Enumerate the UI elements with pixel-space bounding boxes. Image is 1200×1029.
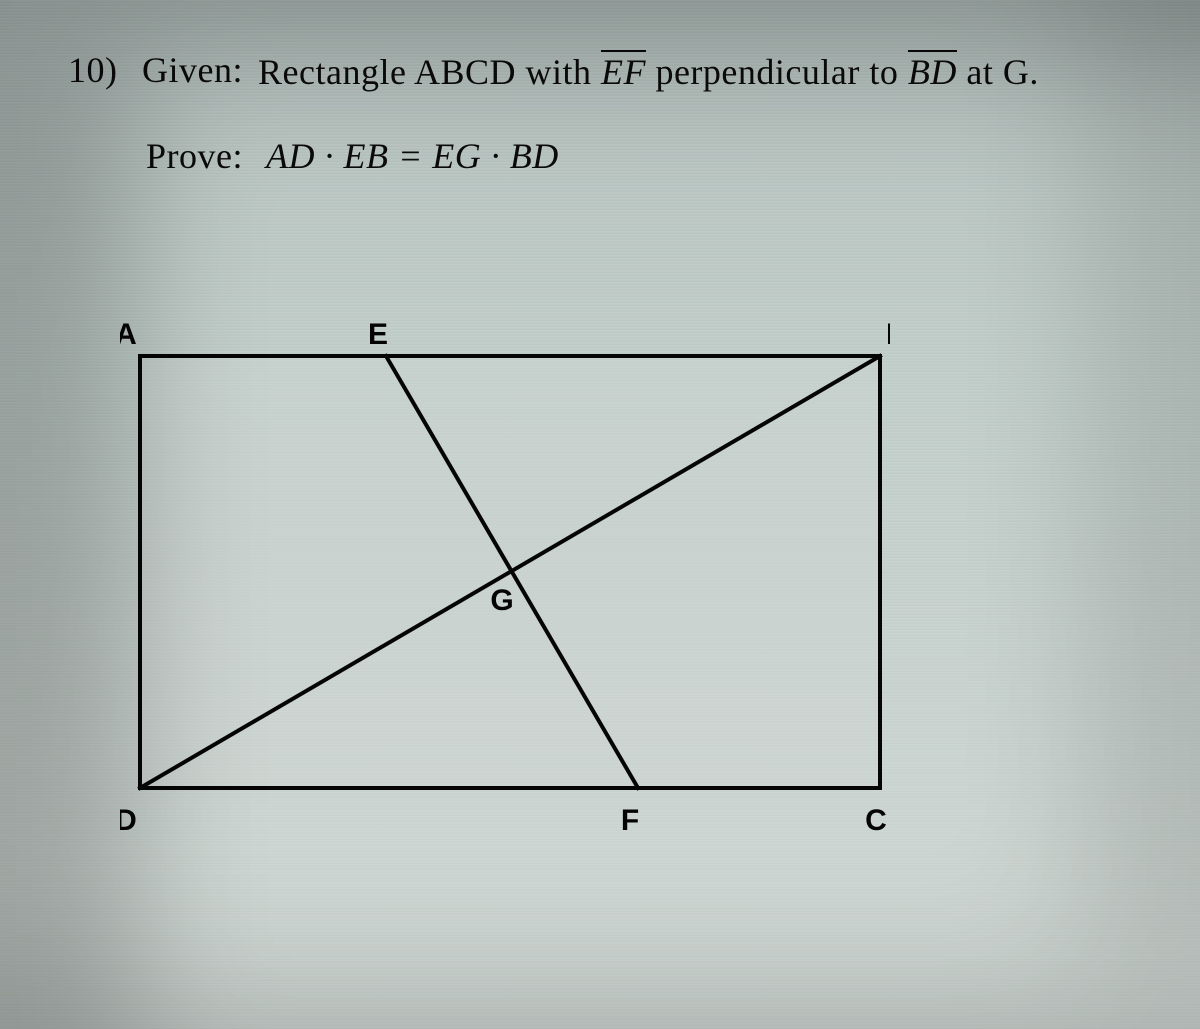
vertex-label-b: B — [886, 318, 890, 351]
vertex-label-g: G — [490, 584, 513, 617]
vertex-label-a: A — [120, 318, 137, 351]
given-statement: Rectangle ABCD with EF perpendicular to … — [258, 52, 1039, 90]
segment-bd: BD — [908, 52, 957, 90]
vertex-label-c: C — [865, 804, 887, 837]
prove-statement: AD · EB = EG · BD — [266, 138, 559, 174]
given-mid-text: perpendicular to — [646, 52, 908, 92]
problem-number: 10) — [68, 52, 118, 88]
vertex-label-e: E — [368, 318, 388, 351]
given-label: Given: — [142, 52, 243, 88]
prove-label: Prove: — [146, 138, 243, 174]
geometry-figure: A E B D F C G — [120, 306, 890, 866]
given-pre-text: Rectangle ABCD with — [258, 52, 601, 92]
vertex-label-f: F — [621, 804, 639, 837]
segment-ef: EF — [601, 52, 646, 90]
figure-svg: A E B D F C G — [120, 306, 890, 866]
given-post-text: at G. — [957, 52, 1039, 92]
vertex-label-d: D — [120, 804, 137, 837]
